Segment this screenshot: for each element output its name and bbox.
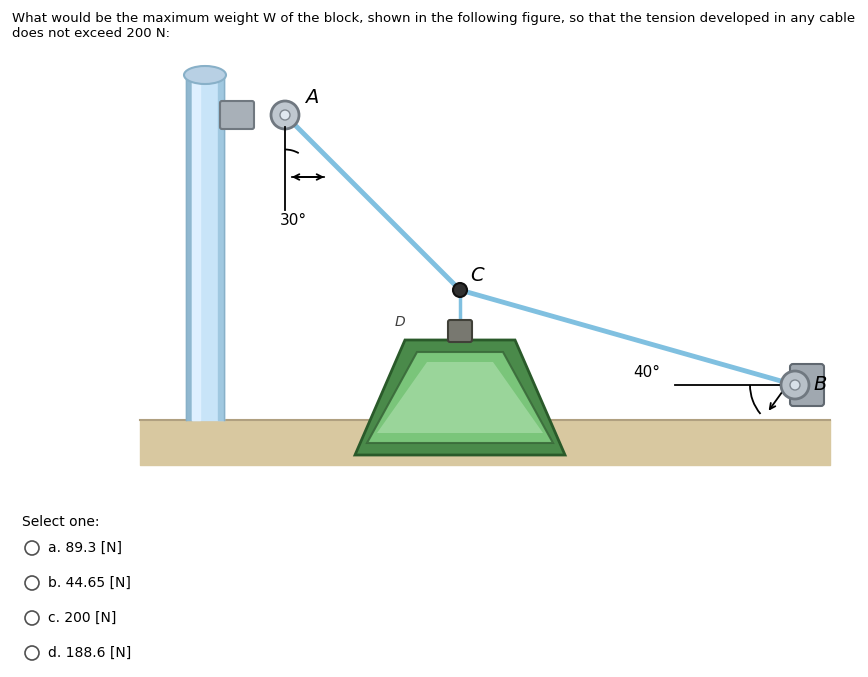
Text: c. 200 [N]: c. 200 [N] (48, 611, 116, 625)
FancyBboxPatch shape (790, 364, 824, 406)
FancyBboxPatch shape (448, 320, 472, 342)
Text: D: D (394, 315, 405, 329)
Text: A: A (305, 88, 319, 107)
Circle shape (280, 110, 290, 120)
Circle shape (271, 101, 299, 129)
Text: Select one:: Select one: (22, 515, 100, 529)
Text: 30°: 30° (280, 213, 307, 228)
Circle shape (453, 283, 467, 297)
Text: b. 44.65 [N]: b. 44.65 [N] (48, 576, 131, 590)
Text: B: B (813, 376, 826, 395)
Polygon shape (355, 340, 565, 455)
Text: C: C (470, 266, 483, 285)
Polygon shape (367, 352, 553, 443)
Polygon shape (377, 362, 543, 433)
Text: a. 89.3 [N]: a. 89.3 [N] (48, 541, 122, 555)
Circle shape (25, 576, 39, 590)
Circle shape (25, 541, 39, 555)
Circle shape (781, 371, 809, 399)
Text: 40°: 40° (633, 365, 660, 380)
Circle shape (790, 380, 800, 390)
Circle shape (25, 646, 39, 660)
Circle shape (25, 611, 39, 625)
Text: d. 188.6 [N]: d. 188.6 [N] (48, 646, 131, 660)
Text: What would be the maximum weight W of the block, shown in the following figure, : What would be the maximum weight W of th… (12, 12, 855, 40)
FancyBboxPatch shape (220, 101, 254, 129)
Ellipse shape (184, 66, 226, 84)
